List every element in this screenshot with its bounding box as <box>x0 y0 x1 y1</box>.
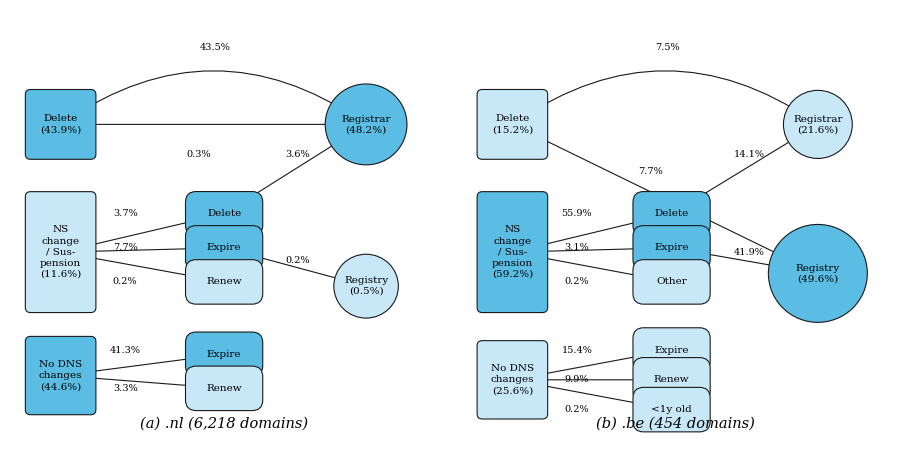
Text: 3.3%: 3.3% <box>112 384 138 393</box>
FancyBboxPatch shape <box>477 89 548 159</box>
Text: Registry
(0.5%): Registry (0.5%) <box>344 276 388 296</box>
Text: Delete: Delete <box>654 209 688 219</box>
FancyBboxPatch shape <box>633 260 710 304</box>
Text: 0.2%: 0.2% <box>112 277 138 287</box>
Text: Registrar
(21.6%): Registrar (21.6%) <box>793 114 842 134</box>
Text: Expire: Expire <box>654 345 688 355</box>
Circle shape <box>325 84 407 165</box>
Text: Renew: Renew <box>206 277 242 287</box>
Text: NS
change
/ Sus-
pension
(11.6%): NS change / Sus- pension (11.6%) <box>40 226 81 279</box>
Text: 15.4%: 15.4% <box>562 345 592 355</box>
Text: 41.9%: 41.9% <box>734 247 764 257</box>
Text: 43.5%: 43.5% <box>200 43 231 53</box>
Text: Delete
(43.9%): Delete (43.9%) <box>40 114 81 134</box>
Text: Expire: Expire <box>207 350 241 359</box>
FancyBboxPatch shape <box>185 226 263 270</box>
Text: 7.7%: 7.7% <box>638 166 662 176</box>
Text: Other: Other <box>656 277 687 287</box>
FancyArrowPatch shape <box>518 127 812 272</box>
FancyArrowPatch shape <box>518 244 665 252</box>
Text: Registry
(49.6%): Registry (49.6%) <box>796 263 840 283</box>
Text: 14.1%: 14.1% <box>734 149 764 159</box>
Text: 0.2%: 0.2% <box>285 256 310 265</box>
FancyArrowPatch shape <box>677 249 812 275</box>
FancyBboxPatch shape <box>633 192 710 236</box>
FancyBboxPatch shape <box>25 192 96 313</box>
Text: 7.7%: 7.7% <box>112 243 138 253</box>
Text: 3.7%: 3.7% <box>112 209 138 219</box>
Circle shape <box>783 90 852 158</box>
Text: <1y old: <1y old <box>652 405 692 414</box>
FancyArrowPatch shape <box>66 253 218 284</box>
Text: (a) .nl (6,218 domains): (a) .nl (6,218 domains) <box>140 417 308 431</box>
FancyBboxPatch shape <box>25 89 96 159</box>
Text: No DNS
changes
(25.6%): No DNS changes (25.6%) <box>491 364 534 395</box>
FancyBboxPatch shape <box>185 260 263 304</box>
FancyArrowPatch shape <box>518 253 665 284</box>
Circle shape <box>769 225 868 323</box>
FancyArrowPatch shape <box>67 120 360 129</box>
Text: 41.3%: 41.3% <box>110 345 140 355</box>
Text: Renew: Renew <box>206 384 242 393</box>
FancyBboxPatch shape <box>633 328 710 372</box>
Text: 0.2%: 0.2% <box>564 277 590 287</box>
Text: Renew: Renew <box>653 375 689 385</box>
FancyArrowPatch shape <box>518 381 665 412</box>
FancyArrowPatch shape <box>66 212 218 251</box>
Text: Delete: Delete <box>207 209 241 219</box>
Text: Delete
(15.2%): Delete (15.2%) <box>491 114 533 134</box>
FancyArrowPatch shape <box>229 127 361 211</box>
Text: (b) .be (454 domains): (b) .be (454 domains) <box>597 417 755 431</box>
FancyArrowPatch shape <box>518 376 665 384</box>
Text: NS
change
/ Sus-
pension
(59.2%): NS change / Sus- pension (59.2%) <box>491 226 533 279</box>
FancyBboxPatch shape <box>477 341 548 419</box>
Text: Expire: Expire <box>207 243 241 253</box>
FancyBboxPatch shape <box>633 226 710 270</box>
Text: No DNS
changes
(44.6%): No DNS changes (44.6%) <box>39 360 83 391</box>
Text: 0.2%: 0.2% <box>564 405 590 414</box>
FancyArrowPatch shape <box>676 127 813 211</box>
Text: 0.3%: 0.3% <box>186 149 211 159</box>
Text: 9.9%: 9.9% <box>564 375 590 385</box>
Text: 55.9%: 55.9% <box>562 209 592 219</box>
FancyBboxPatch shape <box>25 336 96 415</box>
FancyArrowPatch shape <box>518 212 665 251</box>
FancyBboxPatch shape <box>633 387 710 432</box>
Text: 3.6%: 3.6% <box>285 149 310 159</box>
Text: Expire: Expire <box>654 243 688 253</box>
Text: 3.1%: 3.1% <box>564 243 590 253</box>
FancyBboxPatch shape <box>185 366 263 411</box>
Circle shape <box>334 254 399 318</box>
FancyArrowPatch shape <box>67 244 218 252</box>
FancyArrowPatch shape <box>518 348 665 379</box>
FancyArrowPatch shape <box>517 71 813 121</box>
FancyBboxPatch shape <box>477 192 548 313</box>
FancyArrowPatch shape <box>66 352 218 375</box>
FancyArrowPatch shape <box>67 376 218 392</box>
FancyArrowPatch shape <box>65 71 361 121</box>
FancyBboxPatch shape <box>185 192 263 236</box>
Text: 7.5%: 7.5% <box>655 43 680 53</box>
FancyBboxPatch shape <box>633 358 710 402</box>
FancyBboxPatch shape <box>185 332 263 377</box>
FancyArrowPatch shape <box>230 249 360 287</box>
Text: Registrar
(48.2%): Registrar (48.2%) <box>341 114 391 134</box>
